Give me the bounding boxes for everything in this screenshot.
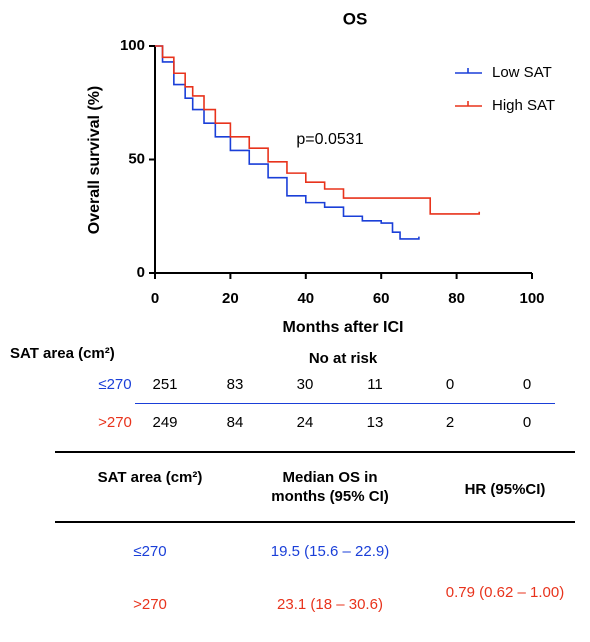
risk-value: 24	[296, 414, 314, 431]
risk-label: ≤270	[98, 376, 132, 393]
table-rule	[55, 451, 575, 453]
legend-label: Low SAT	[492, 64, 552, 81]
risk-value: 11	[367, 376, 383, 393]
x-tick-label: 20	[222, 290, 239, 307]
table-cell: >270	[133, 596, 167, 613]
x-tick-label: 100	[519, 290, 544, 307]
x-tick-label: 60	[373, 290, 390, 307]
risk-value: 83	[226, 376, 244, 393]
risk-row-header: SAT area (cm²)	[10, 345, 115, 362]
table-header: Median OS in months (95% CI)	[271, 469, 389, 505]
table-cell: 0.79 (0.62 – 1.00)	[445, 584, 565, 601]
table-header: HR (95%CI)	[464, 481, 546, 498]
p-value: p=0.0531	[296, 131, 363, 148]
risk-value: 249	[152, 414, 178, 431]
table-cell: 23.1 (18 – 30.6)	[277, 596, 383, 613]
risk-title: No at risk	[308, 350, 378, 367]
risk-value: 0	[445, 376, 455, 393]
legend-label: High SAT	[492, 97, 555, 114]
survival-curve	[155, 45, 420, 240]
risk-value: 13	[366, 414, 384, 431]
y-axis-label: Overall survival (%)	[86, 86, 103, 235]
x-tick-label: 0	[151, 290, 159, 307]
y-tick-label: 50	[128, 150, 145, 167]
x-tick-label: 40	[297, 290, 314, 307]
y-tick-label: 100	[120, 37, 145, 54]
risk-value: 251	[152, 376, 178, 393]
chart: OS Overall survival (%) Months after ICI…	[86, 9, 555, 336]
risk-value: 30	[296, 376, 314, 393]
table-header: SAT area (cm²)	[97, 469, 203, 486]
survival-curve	[155, 45, 481, 215]
y-tick-label: 0	[137, 264, 145, 281]
risk-value: 0	[522, 414, 532, 431]
table-rule	[55, 521, 575, 523]
chart-title: OS	[343, 9, 368, 28]
risk-value: 0	[522, 376, 532, 393]
risk-value: 84	[226, 414, 244, 431]
table-cell: 19.5 (15.6 – 22.9)	[270, 543, 390, 560]
divider	[135, 403, 555, 404]
x-tick-label: 80	[448, 290, 465, 307]
table-cell: ≤270	[133, 543, 167, 560]
risk-value: 2	[445, 414, 455, 431]
risk-label: >270	[98, 414, 132, 431]
x-axis-label: Months after ICI	[283, 319, 404, 336]
